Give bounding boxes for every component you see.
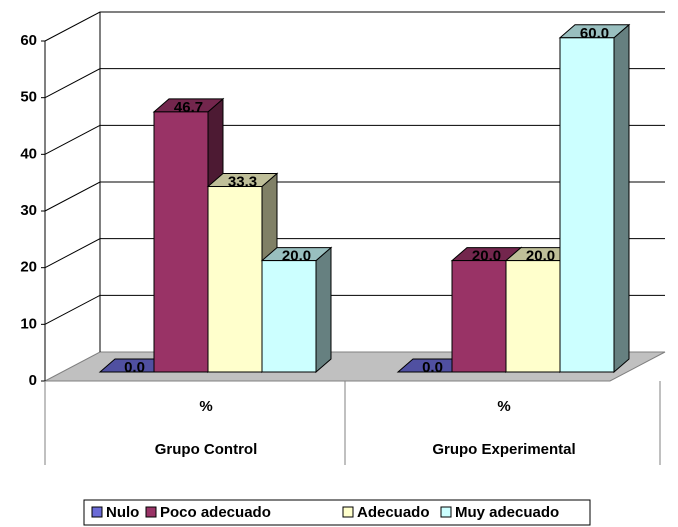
bar-front [261, 260, 317, 373]
legend-box [83, 499, 591, 526]
y-tick-label: 60 [20, 32, 37, 49]
grid-line [44, 11, 665, 42]
x-tick-label: Grupo Control [155, 441, 257, 458]
bar-side [613, 23, 630, 374]
legend-label: Adecuado [357, 504, 430, 521]
legend-swatch [91, 506, 103, 518]
bar-front [207, 186, 263, 373]
bar [260, 246, 333, 374]
legend-swatch [145, 506, 157, 518]
bar-front [451, 260, 507, 373]
category-unit: % [497, 398, 510, 415]
bar [558, 23, 631, 374]
y-tick-label: 0 [29, 372, 37, 389]
value-label: 0.0 [124, 359, 145, 376]
y-tick-label: 40 [20, 145, 37, 162]
value-label: 33.3 [228, 173, 257, 190]
x-tick-label: Grupo Experimental [432, 441, 575, 458]
value-label: 0.0 [422, 359, 443, 376]
value-label: 60.0 [580, 25, 609, 42]
legend-label: Nulo [106, 504, 139, 521]
bar-front [505, 260, 561, 373]
bar-side [315, 246, 332, 374]
bar [206, 172, 279, 374]
y-tick-label: 20 [20, 259, 37, 276]
grid-line [44, 68, 665, 99]
legend-label: Muy adecuado [455, 504, 559, 521]
category-unit: % [199, 398, 212, 415]
grid-line [44, 238, 665, 269]
value-label: 20.0 [472, 248, 501, 265]
y-tick-label: 30 [20, 202, 37, 219]
legend-label: Poco adecuado [160, 504, 271, 521]
value-label: 46.7 [174, 99, 203, 116]
y-tick-label: 50 [20, 89, 37, 106]
grid-line [44, 181, 665, 212]
value-label: 20.0 [526, 248, 555, 265]
value-label: 20.0 [282, 248, 311, 265]
bar-front [559, 37, 615, 373]
legend-swatch [342, 506, 354, 518]
bar-front [153, 111, 209, 373]
y-tick-label: 10 [20, 315, 37, 332]
grid-line [44, 124, 665, 155]
legend-swatch [440, 506, 452, 518]
